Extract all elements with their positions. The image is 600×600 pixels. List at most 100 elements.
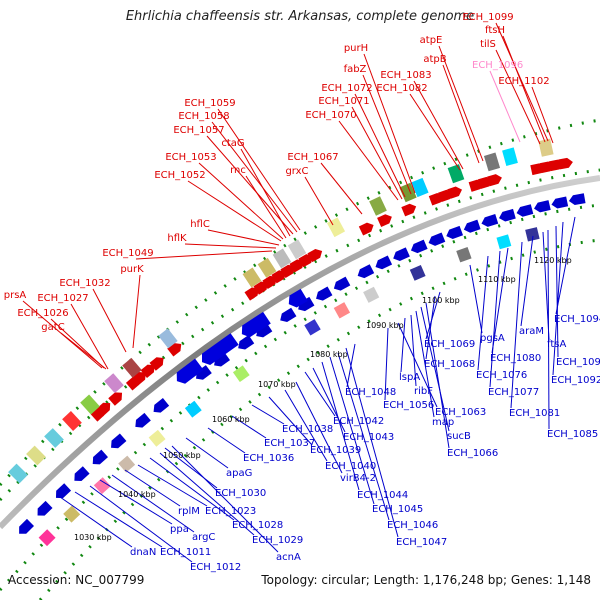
reverse-feature-box[interactable] [333,302,351,319]
gene-label-ECH_1049[interactable]: ECH_1049 [102,248,153,259]
forward-gene-arrow[interactable] [358,220,376,236]
forward-gene-arrow[interactable] [298,252,315,268]
gene-label-map[interactable]: map [432,417,454,428]
gene-label-ECH_1039[interactable]: ECH_1039 [310,445,361,456]
gene-label-ECH_1053[interactable]: ECH_1053 [165,152,216,163]
gene-label-ECH_1037[interactable]: ECH_1037 [264,438,315,449]
gene-label-ECH_1058[interactable]: ECH_1058 [178,111,229,122]
forward-gene-arrow[interactable] [244,285,262,301]
gene-label-rnc[interactable]: rnc [230,165,246,176]
gene-label-ECH_1048[interactable]: ECH_1048 [345,387,396,398]
forward-feature-box[interactable] [242,267,262,288]
reverse-gene-arrow[interactable] [568,193,586,206]
gene-label-ECH_1059[interactable]: ECH_1059 [184,98,235,109]
forward-feature-box[interactable] [399,182,417,203]
gene-label-virB4-2[interactable]: virB4-2 [340,473,376,484]
gene-label-apaG[interactable]: apaG [226,468,252,479]
forward-gene-arrow[interactable] [307,247,324,263]
forward-gene-arrow[interactable] [149,354,167,371]
reverse-gene-arrow[interactable] [331,276,351,293]
reverse-gene-arrow[interactable] [391,247,410,263]
gene-label-ECH_1076[interactable]: ECH_1076 [476,370,527,381]
forward-gene-arrow[interactable] [377,212,394,228]
reverse-gene-arrow-large[interactable] [238,311,271,340]
reverse-gene-arrow[interactable] [355,264,375,280]
reverse-gene-arrow[interactable] [445,225,464,241]
gene-label-ECH_1067[interactable]: ECH_1067 [287,152,338,163]
gene-label-ECH_1044[interactable]: ECH_1044 [357,490,408,501]
reverse-gene-arrow[interactable] [427,232,446,247]
reverse-gene-arrow[interactable] [409,239,428,255]
forward-feature-box[interactable] [447,164,465,184]
reverse-gene-arrow[interactable] [16,518,35,537]
forward-gene-arrow[interactable] [401,202,418,217]
gene-label-ECH_1083[interactable]: ECH_1083 [380,70,431,81]
forward-gene-arrow[interactable] [140,361,158,379]
forward-feature-box[interactable] [502,147,518,167]
reverse-feature-box[interactable] [525,227,540,242]
reverse-gene-arrow[interactable] [515,204,534,218]
gene-label-ECH_1032[interactable]: ECH_1032 [59,278,110,289]
forward-feature-box[interactable] [80,394,100,415]
gene-label-atpB[interactable]: atpB [423,54,446,65]
forward-feature-box[interactable] [287,239,307,260]
gene-label-rplM[interactable]: rplM [178,506,200,517]
reverse-gene-arrow[interactable] [550,196,569,210]
reverse-gene-arrow[interactable] [211,351,231,369]
forward-feature-box[interactable] [62,411,82,431]
gene-label-ECH_1082[interactable]: ECH_1082 [376,83,427,94]
reverse-gene-arrow-large[interactable] [173,358,204,387]
gene-label-fabZ[interactable]: fabZ [344,64,367,75]
gene-label-ECH_1071[interactable]: ECH_1071 [318,96,369,107]
gene-label-ECH_1029[interactable]: ECH_1029 [252,535,303,546]
reverse-gene-arrow[interactable] [373,255,393,272]
gene-label-ppa[interactable]: ppa [170,524,189,535]
gene-label-ftsH[interactable]: ftsH [485,25,505,36]
reverse-gene-arrow[interactable] [150,397,170,416]
reverse-gene-arrow[interactable] [132,412,151,431]
reverse-feature-box[interactable] [38,529,56,547]
gene-label-ECH_1085[interactable]: ECH_1085 [547,429,598,440]
gene-label-ECH_1080[interactable]: ECH_1080 [490,353,541,364]
gene-label-ECH_1070[interactable]: ECH_1070 [305,110,356,121]
forward-gene-arrow[interactable] [289,257,306,273]
reverse-feature-box[interactable] [496,234,512,250]
gene-label-ctaG[interactable]: ctaG [221,138,244,149]
gene-label-ECH_1068[interactable]: ECH_1068 [424,359,475,370]
reverse-gene-arrow[interactable] [278,307,297,325]
reverse-gene-arrow[interactable] [34,500,53,519]
reverse-gene-arrow[interactable] [296,296,315,314]
reverse-feature-box[interactable] [304,319,321,336]
gene-label-ECH_1038[interactable]: ECH_1038 [282,424,333,435]
reverse-gene-arrow[interactable] [462,219,481,235]
forward-feature-box[interactable] [538,138,554,157]
gene-label-sucB[interactable]: sucB [447,431,471,442]
forward-feature-box[interactable] [26,445,46,466]
gene-label-ECH_1096[interactable]: ECH_1096 [472,60,523,71]
forward-feature-box[interactable] [122,357,142,378]
gene-label-ECH_1046[interactable]: ECH_1046 [387,520,438,531]
forward-feature-box[interactable] [44,428,64,448]
forward-gene-arrow[interactable] [280,262,297,278]
forward-feature-box[interactable] [104,373,124,394]
gene-label-ECH_1036[interactable]: ECH_1036 [243,453,294,464]
reverse-feature-box[interactable] [363,286,380,303]
gene-label-lspA[interactable]: lspA [399,372,420,383]
gene-label-ECH_1028[interactable]: ECH_1028 [232,520,283,531]
gene-label-gatC[interactable]: gatC [41,322,64,333]
gene-label-ECH_1072[interactable]: ECH_1072 [321,83,372,94]
gene-label-hflC[interactable]: hflC [190,219,210,230]
gene-label-araM[interactable]: araM [519,326,544,337]
forward-gene-arrow[interactable] [487,173,503,187]
forward-gene-arrow[interactable] [271,268,288,284]
reverse-gene-arrow[interactable] [89,449,109,468]
reverse-feature-box[interactable] [63,505,81,523]
forward-gene-arrow[interactable] [96,399,113,417]
reverse-gene-arrow[interactable] [480,214,499,228]
forward-feature-box[interactable] [369,196,387,216]
reverse-feature-box[interactable] [232,365,250,383]
gene-label-ECH_1081[interactable]: ECH_1081 [509,408,560,419]
gene-label-tilS[interactable]: tilS [480,39,496,50]
reverse-gene-arrow[interactable] [533,200,551,213]
